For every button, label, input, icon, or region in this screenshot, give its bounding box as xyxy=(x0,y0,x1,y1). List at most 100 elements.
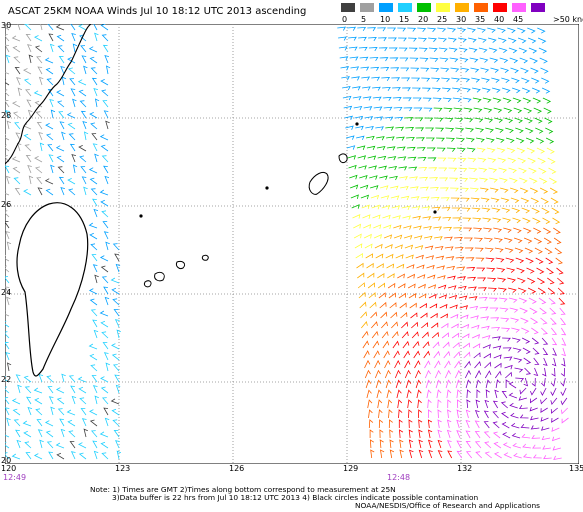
wind-barb xyxy=(462,97,472,103)
wind-barb xyxy=(512,442,522,449)
wind-barb xyxy=(457,157,467,162)
wind-barb xyxy=(25,452,32,460)
wind-barb xyxy=(433,226,442,231)
swath-right-wind-barbs xyxy=(337,26,569,461)
wind-barb xyxy=(482,87,491,93)
wind-barb xyxy=(427,429,433,439)
wind-barb xyxy=(11,156,21,163)
wind-barb xyxy=(83,428,88,438)
wind-barb xyxy=(69,441,76,449)
wind-barb xyxy=(542,217,551,224)
wind-barb xyxy=(367,282,375,289)
wind-barb xyxy=(390,185,399,191)
wind-barb xyxy=(99,189,109,196)
wind-barb xyxy=(387,399,393,409)
wind-barb xyxy=(101,210,109,218)
wind-barb xyxy=(80,166,87,174)
wind-barb xyxy=(89,353,98,361)
wind-barb xyxy=(450,67,460,73)
wind-barb xyxy=(363,233,372,239)
wind-barb xyxy=(433,350,441,359)
wind-barb xyxy=(393,234,403,240)
wind-barb xyxy=(545,137,555,144)
wind-barb xyxy=(518,167,527,174)
wind-barb xyxy=(45,430,54,438)
wind-barb xyxy=(359,56,369,61)
wind-barb xyxy=(398,409,403,419)
wind-barb xyxy=(468,37,477,43)
scale-label: 15 xyxy=(399,15,410,24)
islet xyxy=(433,210,437,214)
lon-label: 129 xyxy=(343,464,359,473)
wind-barb xyxy=(434,360,441,369)
wind-barb xyxy=(541,77,550,84)
wind-barb xyxy=(399,439,404,449)
wind-barb xyxy=(366,135,375,141)
wind-barb xyxy=(434,369,441,379)
wind-barb xyxy=(27,109,33,119)
wind-barb xyxy=(404,117,414,122)
wind-barb xyxy=(546,267,554,275)
wind-barb xyxy=(519,177,528,184)
wind-barb xyxy=(453,351,461,359)
wind-barb xyxy=(481,77,490,83)
wind-barb xyxy=(56,155,65,163)
wind-barb xyxy=(446,419,452,429)
wind-barb xyxy=(508,287,517,293)
wind-barb xyxy=(465,451,473,459)
wind-barb xyxy=(378,292,386,299)
wind-barb xyxy=(408,37,417,42)
wind-barb xyxy=(502,97,512,104)
taiwan-island xyxy=(16,202,89,377)
wind-barb xyxy=(462,87,471,93)
wind-barb xyxy=(28,54,34,64)
wind-barb xyxy=(89,232,98,240)
wind-barb xyxy=(547,287,556,295)
wind-barb xyxy=(519,414,529,419)
wind-barb xyxy=(456,450,463,459)
lat-label: 24 xyxy=(1,288,12,297)
wind-barb xyxy=(465,127,475,133)
wind-barb xyxy=(35,166,43,174)
wind-barb xyxy=(351,204,360,209)
wind-barb xyxy=(507,157,517,164)
wind-barb xyxy=(92,264,98,273)
wind-barb xyxy=(510,317,520,323)
wind-barb xyxy=(459,57,469,63)
wind-barb xyxy=(78,442,87,449)
wind-barb xyxy=(403,107,413,112)
wind-barb xyxy=(92,319,98,328)
wind-barb xyxy=(421,206,431,211)
wind-barb xyxy=(439,57,449,63)
wind-barb xyxy=(540,317,548,325)
wind-barb xyxy=(23,78,32,86)
wind-barb xyxy=(438,294,447,299)
wind-barb xyxy=(45,123,54,130)
wind-barb xyxy=(412,340,420,349)
wind-barb xyxy=(15,132,21,141)
wind-barb xyxy=(428,293,437,299)
wind-barb xyxy=(543,357,548,366)
wind-barb xyxy=(550,387,557,397)
wind-barb xyxy=(479,57,489,63)
wind-barb xyxy=(384,116,394,121)
wind-barb xyxy=(431,77,441,82)
wind-barb xyxy=(523,377,529,387)
wind-barb xyxy=(458,37,467,43)
wind-barb xyxy=(5,221,10,229)
wind-barb xyxy=(460,67,470,73)
wind-barb xyxy=(100,386,109,394)
wind-barb xyxy=(47,144,54,152)
wind-barb xyxy=(377,272,385,279)
wind-barb xyxy=(48,451,54,460)
wind-barb xyxy=(409,302,417,309)
wind-barb xyxy=(92,198,98,207)
wind-barb xyxy=(532,454,542,459)
wind-barb xyxy=(5,89,10,97)
wind-barb xyxy=(467,276,477,281)
wind-barb xyxy=(427,409,432,419)
wind-barb xyxy=(368,292,376,299)
wind-barb xyxy=(520,317,529,324)
wind-barb xyxy=(471,324,480,330)
wind-barb xyxy=(466,267,476,272)
